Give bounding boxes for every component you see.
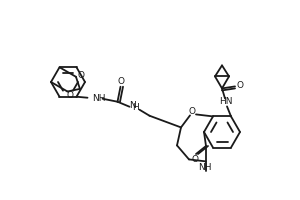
- Text: O: O: [188, 107, 196, 116]
- Text: NH: NH: [198, 163, 212, 172]
- Text: H: H: [133, 103, 139, 112]
- Text: O: O: [67, 91, 74, 100]
- Text: HN: HN: [219, 97, 232, 106]
- Text: NH: NH: [92, 94, 106, 103]
- Text: O: O: [236, 81, 244, 90]
- Text: O: O: [77, 71, 85, 80]
- Text: N: N: [130, 101, 136, 110]
- Text: O: O: [191, 154, 199, 164]
- Text: O: O: [118, 77, 125, 86]
